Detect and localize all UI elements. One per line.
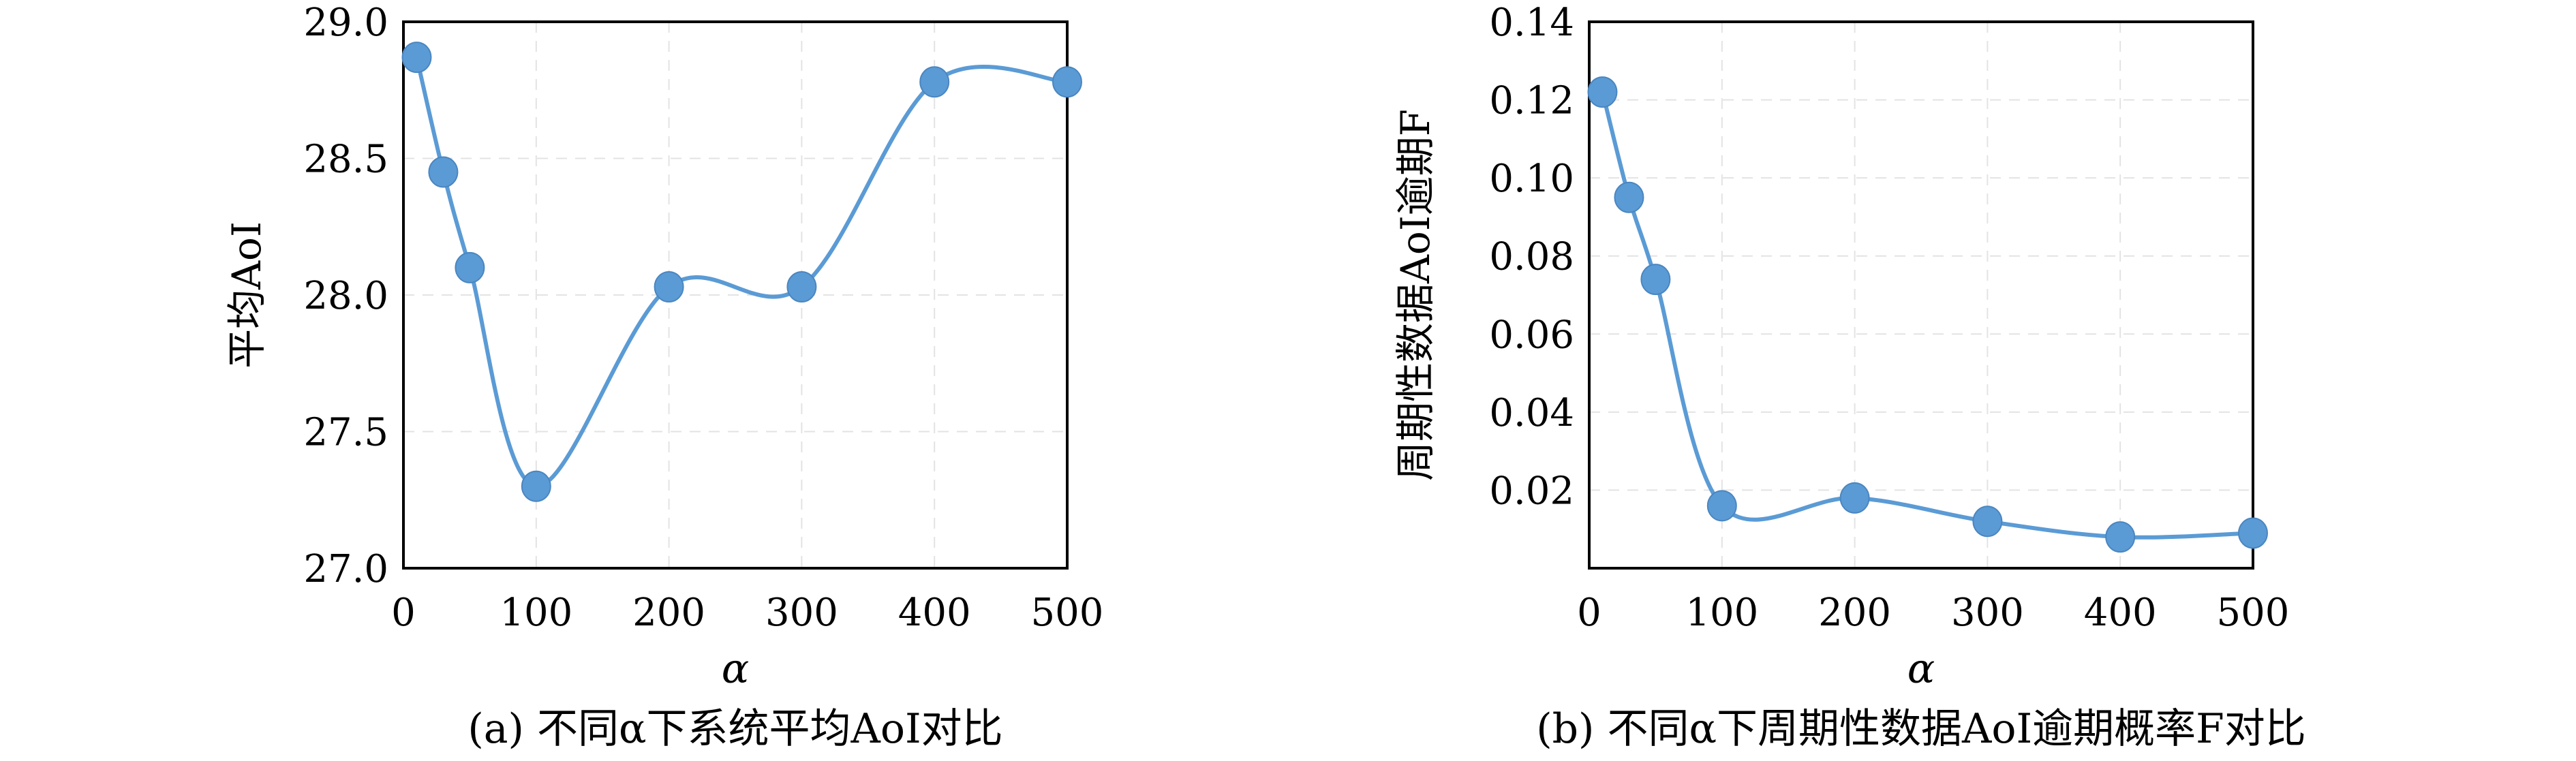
chart-panel-a: 0 100 200 300 400 500 27.0 27.5 28.0 28.5 29.0 平均A… [224, 1, 1103, 753]
data-point-b-3 [1706, 490, 1737, 522]
y-tick-label-b-4: 0.10 [1489, 157, 1574, 201]
series-line-b [1600, 91, 2254, 540]
data-point-a-5 [786, 270, 817, 302]
data-point-b-5 [1972, 506, 2003, 538]
data-point-a-4 [654, 270, 684, 302]
y-tick-label-a-0: 27.0 [303, 547, 388, 591]
data-point-b-2 [1640, 264, 1671, 296]
x-tick-label-a-4: 400 [898, 591, 971, 635]
data-point-a-7 [1052, 66, 1082, 98]
series-line-a [414, 57, 1068, 488]
y-tick-label-a-1: 27.5 [303, 411, 388, 455]
grid-b [1589, 22, 2253, 568]
data-point-b-4 [1839, 482, 1870, 514]
y-tick-label-b-3: 0.08 [1489, 235, 1574, 279]
x-tick-label-b-0: 0 [1577, 591, 1601, 635]
data-points-a [401, 42, 1082, 502]
data-point-b-6 [2105, 521, 2136, 553]
data-point-a-3 [521, 470, 551, 502]
y-tick-label-a-2: 28.0 [303, 274, 388, 318]
tick-labels-a: 0 100 200 300 400 500 27.0 27.5 28.0 28.5 29.0 [303, 1, 1103, 635]
data-point-b-0 [1587, 76, 1618, 108]
x-tick-label-a-3: 300 [765, 591, 838, 635]
data-point-b-7 [2238, 517, 2268, 549]
x-axis-label-a: α [722, 645, 750, 693]
x-axis-label-b: α [1907, 645, 1935, 693]
grid-a [403, 22, 1067, 568]
y-tick-label-b-1: 0.04 [1489, 391, 1574, 435]
tick-labels-b: 0 100 200 300 400 500 0.02 0.04 0.06 0.08 0.10 0.12… [1489, 1, 2289, 635]
data-point-a-0 [401, 42, 432, 74]
x-tick-label-b-2: 200 [1818, 591, 1891, 635]
data-point-b-1 [1614, 181, 1644, 213]
x-tick-label-a-1: 100 [500, 591, 572, 635]
caption-a: (a) 不同α下系统平均AoI对比 [467, 705, 1002, 753]
y-axis-label-b: 周期性数据AoI逾期F [1392, 109, 1439, 481]
y-tick-label-b-2: 0.06 [1489, 313, 1574, 357]
chart-panel-b: 0 100 200 300 400 500 0.02 0.04 0.06 0.08 0.10 0.12… [1392, 1, 2306, 753]
x-tick-label-b-4: 400 [2084, 591, 2157, 635]
y-tick-label-a-3: 28.5 [303, 138, 388, 182]
data-point-a-6 [919, 66, 950, 98]
x-tick-label-b-3: 300 [1951, 591, 2024, 635]
x-tick-label-a-5: 500 [1031, 591, 1104, 635]
x-tick-label-a-0: 0 [391, 591, 416, 635]
caption-b: (b) 不同α下周期性数据AoI逾期概率F对比 [1536, 705, 2306, 753]
plot-frame-b [1588, 20, 2254, 570]
y-tick-label-b-0: 0.02 [1489, 469, 1574, 513]
data-points-b [1587, 76, 2268, 553]
y-axis-label-a: 平均AoI [224, 221, 270, 369]
y-tick-label-b-6: 0.14 [1489, 1, 1574, 45]
x-tick-label-b-5: 500 [2217, 591, 2290, 635]
plot-frame-a [402, 20, 1069, 570]
x-tick-label-a-2: 200 [632, 591, 705, 635]
y-tick-label-b-5: 0.12 [1489, 79, 1574, 123]
y-tick-label-a-4: 29.0 [303, 1, 388, 45]
x-tick-label-b-1: 100 [1685, 591, 1758, 635]
data-point-a-1 [428, 156, 459, 188]
data-point-a-2 [455, 251, 485, 283]
